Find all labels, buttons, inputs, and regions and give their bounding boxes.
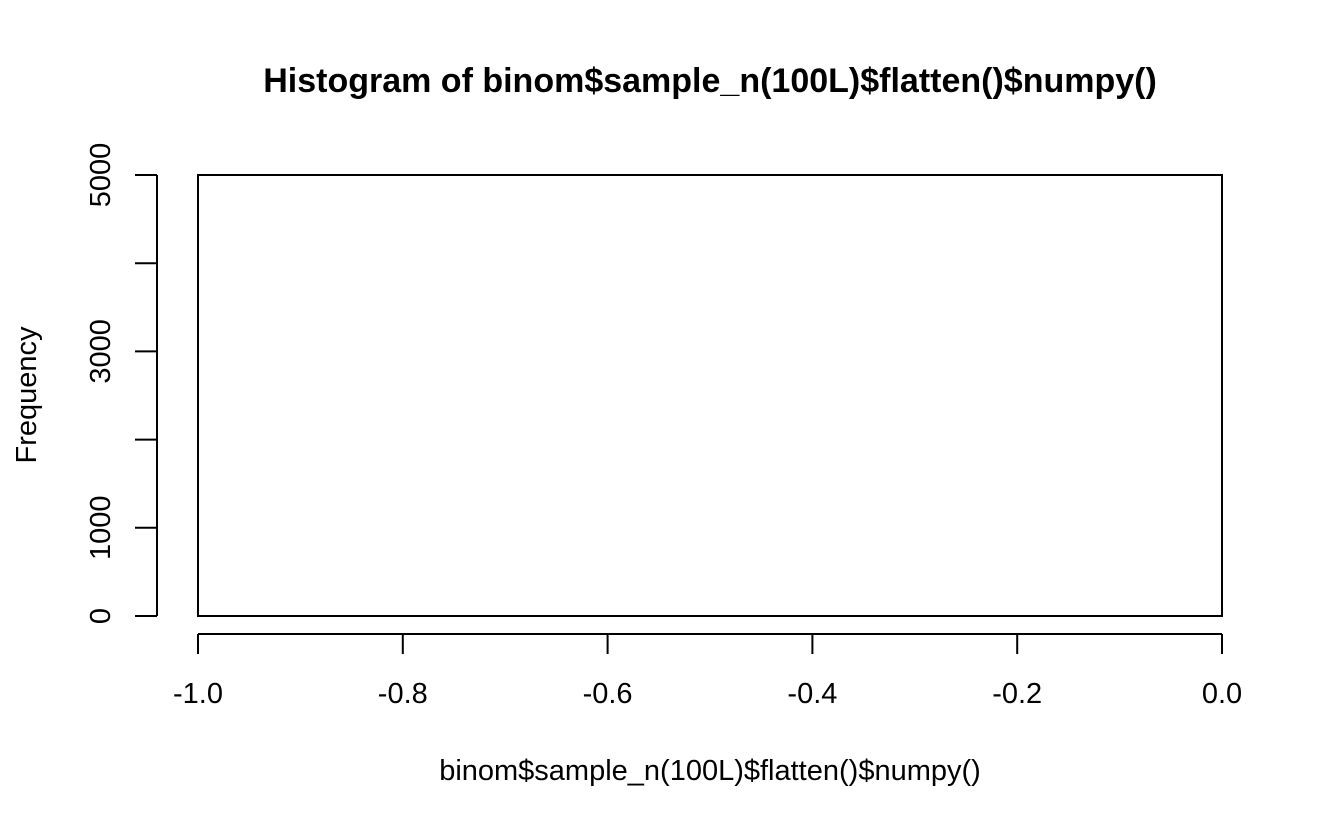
x-axis-label: binom$sample_n(100L)$flatten()$numpy() xyxy=(439,755,981,787)
x-tick-label: -1.0 xyxy=(173,678,223,710)
y-tick-label: 1000 xyxy=(85,496,117,561)
y-tick-label: 3000 xyxy=(85,319,117,384)
y-tick-label: 5000 xyxy=(85,143,117,208)
histogram-bar xyxy=(197,174,1223,617)
y-axis-label: Frequency xyxy=(11,326,43,464)
chart-title: Histogram of binom$sample_n(100L)$flatte… xyxy=(263,62,1157,100)
histogram-bars xyxy=(197,174,1223,617)
x-tick-label: -0.4 xyxy=(787,678,837,710)
x-tick-label: -0.8 xyxy=(378,678,428,710)
x-tick-label: 0.0 xyxy=(1202,678,1242,710)
x-tick-label: -0.6 xyxy=(583,678,633,710)
x-tick-label: -0.2 xyxy=(992,678,1042,710)
y-axis: 0 1000 3000 5000 xyxy=(85,143,158,624)
x-axis: -1.0 -0.8 -0.6 -0.4 -0.2 0.0 xyxy=(173,633,1242,710)
y-tick-label: 0 xyxy=(85,608,117,624)
